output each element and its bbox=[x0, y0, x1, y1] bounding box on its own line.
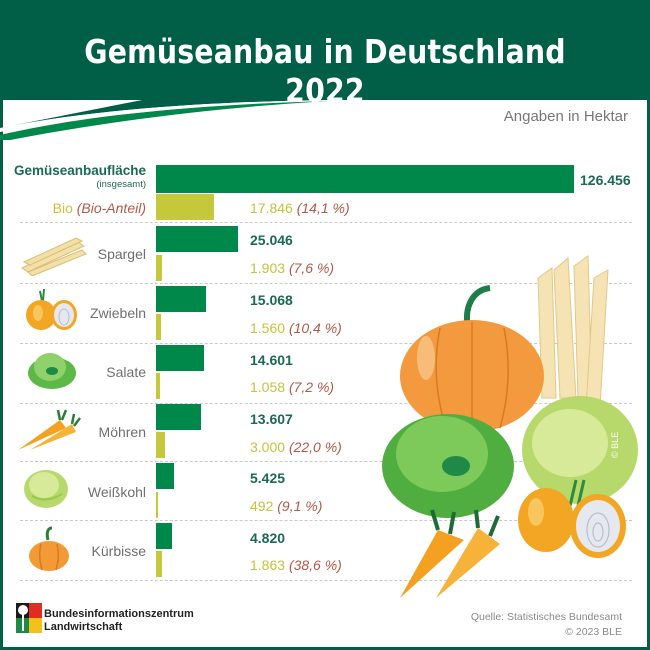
value-bio: 1.863 (38,6 %) bbox=[250, 557, 342, 573]
org-name-line2: Landwirtschaft bbox=[44, 621, 123, 633]
value-bio-all: 17.846 (14,1 %) bbox=[250, 200, 350, 216]
source-text: Quelle: Statistisches Bundesamt bbox=[470, 611, 622, 623]
row-label: Möhren bbox=[98, 424, 146, 440]
bio-value: 3.000 bbox=[250, 439, 286, 455]
header-swoosh bbox=[0, 0, 650, 140]
illustration-credit: © BLE bbox=[610, 432, 620, 458]
bio-share: (9,1 %) bbox=[277, 498, 323, 514]
row-label: Weißkohl bbox=[87, 484, 146, 500]
row-divider bbox=[20, 520, 632, 521]
cabbage-icon bbox=[24, 470, 68, 508]
bar-bio bbox=[156, 551, 162, 577]
bio-share-label: (Bio-Anteil) bbox=[76, 200, 146, 216]
header-banner: Gemüseanbau in Deutschland 2022 bbox=[0, 0, 650, 140]
pumpkin-icon bbox=[29, 526, 69, 571]
bio-value: 492 bbox=[250, 498, 274, 514]
bar-bio bbox=[156, 373, 160, 399]
bar-bio-all bbox=[156, 194, 214, 220]
bar-bio bbox=[156, 432, 165, 458]
bar-bio bbox=[156, 255, 162, 281]
bar-bio bbox=[156, 314, 161, 340]
value-bio: 1.560 (10,4 %) bbox=[250, 320, 342, 336]
bzl-logo bbox=[16, 603, 42, 633]
value-bio: 1.903 (7,6 %) bbox=[250, 260, 334, 276]
row-divider bbox=[20, 343, 632, 344]
bar-total bbox=[156, 226, 238, 252]
bio-label: Bio bbox=[52, 200, 73, 216]
bar-bio bbox=[156, 492, 158, 518]
bar-total bbox=[156, 345, 204, 371]
bio-value: 1.903 bbox=[250, 260, 286, 276]
bar-total bbox=[156, 404, 201, 430]
value-bio: 3.000 (22,0 %) bbox=[250, 439, 342, 455]
bio-legend-label: Bio (Bio-Anteil) bbox=[10, 200, 146, 216]
total-sublabel: (insgesamt) bbox=[96, 179, 146, 190]
bar-total bbox=[156, 286, 206, 312]
bio-share: (7,2 %) bbox=[288, 379, 335, 395]
org-name-line1: Bundesinformationszentrum bbox=[44, 608, 194, 620]
bio-share: (38,6 %) bbox=[288, 557, 342, 573]
row-divider bbox=[20, 403, 632, 404]
row-divider bbox=[20, 580, 632, 581]
page-title: Gemüseanbau in Deutschland 2022 bbox=[84, 32, 566, 110]
bio-share: (22,0 %) bbox=[288, 439, 342, 455]
value-bio: 1.058 (7,2 %) bbox=[250, 379, 334, 395]
bio-share: (7,6 %) bbox=[288, 260, 335, 276]
value-total: 5.425 bbox=[250, 470, 286, 486]
bar-total bbox=[156, 523, 172, 549]
bar-total-all bbox=[156, 165, 574, 193]
value-bio: 492 (9,1 %) bbox=[250, 498, 322, 514]
total-label: Gemüseanbaufläche bbox=[13, 163, 146, 178]
row-label: Spargel bbox=[97, 246, 146, 262]
vegetables-illustration: © BLE bbox=[382, 255, 638, 598]
value-total: 25.046 bbox=[250, 232, 293, 248]
bio-share: (14,1 %) bbox=[296, 200, 350, 216]
copyright-text: © 2023 BLE bbox=[565, 626, 622, 638]
bio-share: (10,4 %) bbox=[288, 320, 342, 336]
source-note: Quelle: Statistisches Bundesamt © 2023 B… bbox=[471, 610, 622, 640]
bio-value: 17.846 bbox=[250, 200, 293, 216]
carrot-icon bbox=[18, 409, 81, 450]
unit-note: Angaben in Hektar bbox=[503, 108, 628, 125]
value-total: 15.068 bbox=[250, 292, 293, 308]
bio-value: 1.058 bbox=[250, 379, 286, 395]
row-label: Salate bbox=[106, 364, 146, 380]
value-total-all: 126.456 bbox=[580, 172, 631, 188]
bar-total bbox=[156, 463, 174, 489]
lettuce-icon bbox=[28, 353, 76, 389]
row-label: Kürbisse bbox=[91, 543, 146, 559]
row-divider bbox=[20, 461, 632, 462]
value-total: 13.607 bbox=[250, 411, 293, 427]
value-total: 14.601 bbox=[250, 352, 293, 368]
value-total: 4.820 bbox=[250, 530, 286, 546]
org-name: Bundesinformationszentrum Landwirtschaft bbox=[44, 608, 194, 634]
bio-value: 1.560 bbox=[250, 320, 286, 336]
asparagus-icon bbox=[20, 237, 87, 276]
bio-value: 1.863 bbox=[250, 557, 286, 573]
row-divider bbox=[20, 222, 632, 223]
onion-icon bbox=[26, 288, 77, 330]
row-label: Zwiebeln bbox=[89, 305, 146, 321]
row-divider bbox=[20, 283, 632, 284]
